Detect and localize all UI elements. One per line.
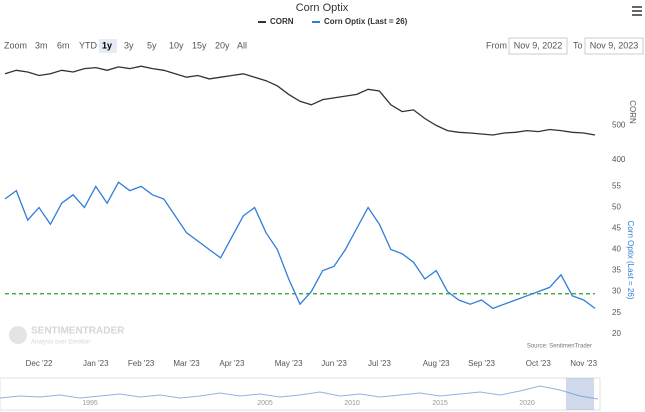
navigator-label: 2005 [257,400,273,407]
zoom-button[interactable]: 20y [215,40,230,50]
zoom-button[interactable]: 3y [124,40,134,50]
navigator-label: 2020 [519,400,535,407]
x-tick-label: Oct '23 [526,359,552,368]
zoom-label: Zoom [4,40,27,50]
zoom-button[interactable]: 1y [102,40,112,50]
y-tick-label: 40 [612,245,621,254]
y-tick-label: 20 [612,329,621,338]
y-axis-title: Corn Optix (Last = 26) [626,221,635,300]
zoom-button[interactable]: YTD [79,40,98,50]
series-line [4,65,596,136]
to-label: To [573,40,583,50]
navigator-label: 2010 [344,400,360,407]
x-tick-label: Mar '23 [173,359,200,368]
zoom-button[interactable]: 6m [57,40,70,50]
zoom-button[interactable]: All [237,40,247,50]
to-value: Nov 9, 2023 [590,40,639,50]
y-tick-label: 35 [612,266,621,275]
x-tick-label: Jul '23 [368,359,391,368]
x-tick-label: Dec '22 [26,359,53,368]
series-line [4,181,596,310]
y-tick-label: 50 [612,203,621,212]
navigator [0,377,601,411]
x-tick-label: Sep '23 [468,359,495,368]
y-axis-title: CORN [628,100,637,124]
x-tick-label: Jun '23 [321,359,347,368]
x-tick-label: Aug '23 [423,359,450,368]
from-value: Nov 9, 2022 [514,40,563,50]
zoom-button[interactable]: 5y [147,40,157,50]
x-tick-label: Jan '23 [83,359,109,368]
y-tick-label: 25 [612,308,621,317]
x-tick-label: Feb '23 [128,359,155,368]
from-input[interactable] [508,37,568,55]
y-tick-label: 30 [612,287,621,296]
watermark-brand: SENTIMENTRADER [31,326,125,337]
y-tick-label: 45 [612,224,621,233]
navigator-line [0,385,599,400]
y-tick-label: 55 [612,182,621,191]
zoom-button[interactable]: 15y [192,40,207,50]
x-tick-label: May '23 [275,359,303,368]
to-input[interactable] [584,37,644,55]
source-annotation: Source: SentimenTrader [527,344,592,350]
navigator-window[interactable] [566,378,594,410]
chart-title: Corn Optix [296,2,349,14]
watermark-logo [9,326,27,344]
legend-label: CORN [270,17,294,26]
y-tick-label: 500 [612,121,626,130]
zoom-button-bg[interactable] [99,39,117,53]
from-label: From [486,40,507,50]
menu-icon[interactable] [632,6,642,16]
zoom-button[interactable]: 10y [169,40,184,50]
x-tick-label: Nov '23 [570,359,597,368]
navigator-label: 2015 [432,400,448,407]
zoom-button[interactable]: 3m [35,40,48,50]
y-tick-label: 400 [612,155,626,164]
x-tick-label: Apr '23 [219,359,245,368]
navigator-label: 1995 [82,400,98,407]
legend-label: Corn Optix (Last = 26) [324,17,408,26]
watermark-tagline: Analysis over Emotion [31,340,90,346]
